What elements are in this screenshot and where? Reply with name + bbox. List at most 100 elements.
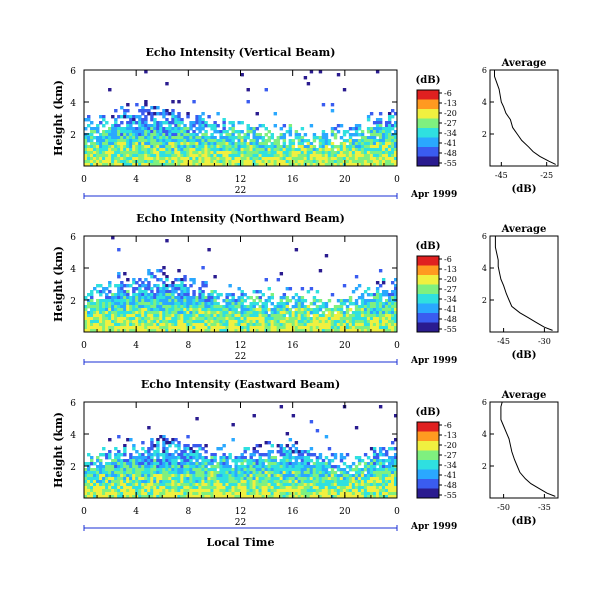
heatmap-cell: [303, 157, 308, 161]
heatmap-cell: [123, 444, 127, 448]
heatmap-cell: [357, 142, 362, 146]
heatmap-cell: [378, 311, 383, 315]
heatmap-cell: [312, 471, 317, 475]
heatmap-cell: [285, 459, 290, 463]
heatmap-cell: [162, 112, 166, 116]
heatmap-cell: [87, 163, 91, 167]
heatmap-cell: [117, 474, 121, 478]
heatmap-cell: [189, 474, 193, 478]
heatmap-cell: [297, 145, 302, 149]
heatmap-cell: [147, 471, 151, 475]
heatmap-cell: [255, 450, 259, 454]
heatmap-cell: [141, 142, 145, 146]
heatmap-cell: [231, 477, 235, 481]
heatmap-cell: [156, 320, 160, 324]
heatmap-cell: [312, 465, 317, 469]
heatmap-cell: [324, 154, 329, 158]
heatmap-cell: [177, 320, 181, 324]
heatmap-cell: [294, 441, 299, 445]
heatmap-cell: [234, 462, 238, 466]
heatmap-cell: [141, 136, 145, 140]
heatmap-cell: [351, 480, 356, 484]
heatmap-cell: [378, 305, 383, 309]
heatmap-cell: [327, 154, 332, 158]
heatmap-cell: [162, 450, 166, 454]
heatmap-cell: [105, 142, 109, 146]
heatmap-cell: [387, 320, 392, 324]
heatmap-cell: [171, 299, 175, 303]
heatmap-cell: [393, 121, 398, 125]
heatmap-cell: [378, 459, 383, 463]
heatmap-cell: [270, 151, 275, 155]
heatmap-cell: [327, 492, 332, 496]
heatmap-cell: [201, 477, 205, 481]
heatmap-cell: [213, 302, 217, 306]
heatmap-cell: [345, 151, 350, 155]
heatmap-cell: [243, 311, 247, 315]
heatmap-cell: [270, 145, 275, 149]
heatmap-cell: [198, 302, 202, 306]
heatmap-cell: [258, 486, 262, 490]
heatmap-cell: [369, 160, 374, 164]
heatmap-cell: [327, 462, 332, 466]
heatmap-cell: [318, 465, 323, 469]
average-y-tick-label: 2: [482, 462, 487, 471]
heatmap-cell: [357, 483, 362, 487]
heatmap-cell: [108, 477, 112, 481]
heatmap-cell: [162, 447, 166, 451]
heatmap-cell: [339, 326, 344, 330]
heatmap-cell: [162, 136, 166, 140]
heatmap-cell: [192, 281, 196, 285]
heatmap-cell: [183, 492, 187, 496]
heatmap-cell: [330, 154, 335, 158]
heatmap-cell: [234, 151, 238, 155]
heatmap-cell: [354, 299, 359, 303]
heatmap-cell: [102, 477, 106, 481]
heatmap-cell: [90, 130, 94, 134]
heatmap-cell: [279, 489, 284, 493]
heatmap-cell: [285, 326, 290, 330]
heatmap-cell: [123, 471, 127, 475]
heatmap-cell: [84, 317, 88, 321]
heatmap-cell: [126, 163, 130, 167]
heatmap-cell: [129, 296, 133, 300]
heatmap-cell: [384, 299, 389, 303]
heatmap-cell: [267, 462, 271, 466]
heatmap-cell: [300, 311, 305, 315]
heatmap-cell: [189, 326, 193, 330]
heatmap-cell: [153, 121, 157, 125]
heatmap-cell: [324, 142, 329, 146]
heatmap-cell: [207, 462, 211, 466]
heatmap-cell: [138, 489, 142, 493]
heatmap-cell: [282, 145, 287, 149]
heatmap-cell: [174, 115, 178, 119]
heatmap-cell: [384, 124, 389, 128]
heatmap-cell: [303, 139, 308, 143]
heatmap-cell: [357, 326, 362, 330]
heatmap-cell: [192, 163, 196, 167]
heatmap-cell: [105, 465, 109, 469]
heatmap-cell: [246, 88, 250, 92]
colorbar-swatch: [417, 488, 439, 499]
heatmap-cell: [117, 317, 121, 321]
heatmap-cell: [246, 145, 250, 149]
heatmap-cell: [228, 492, 232, 496]
heatmap-cell: [105, 329, 109, 333]
heatmap-cell: [282, 480, 287, 484]
heatmap-cell: [273, 311, 278, 315]
heatmap-cell: [267, 136, 271, 140]
heatmap-cell: [183, 148, 187, 152]
day-label: 22: [235, 352, 246, 362]
heatmap-cell: [180, 468, 184, 472]
heatmap-cell: [297, 157, 302, 161]
heatmap-cell: [126, 459, 130, 463]
heatmap-cell: [393, 320, 398, 324]
heatmap-cell: [387, 456, 392, 460]
heatmap-cell: [144, 465, 148, 469]
heatmap-cell: [231, 320, 235, 324]
heatmap-cell: [339, 148, 344, 152]
heatmap-cell: [150, 329, 154, 333]
heatmap-cell: [93, 302, 97, 306]
heatmap-cell: [180, 480, 184, 484]
heatmap-cell: [195, 299, 199, 303]
